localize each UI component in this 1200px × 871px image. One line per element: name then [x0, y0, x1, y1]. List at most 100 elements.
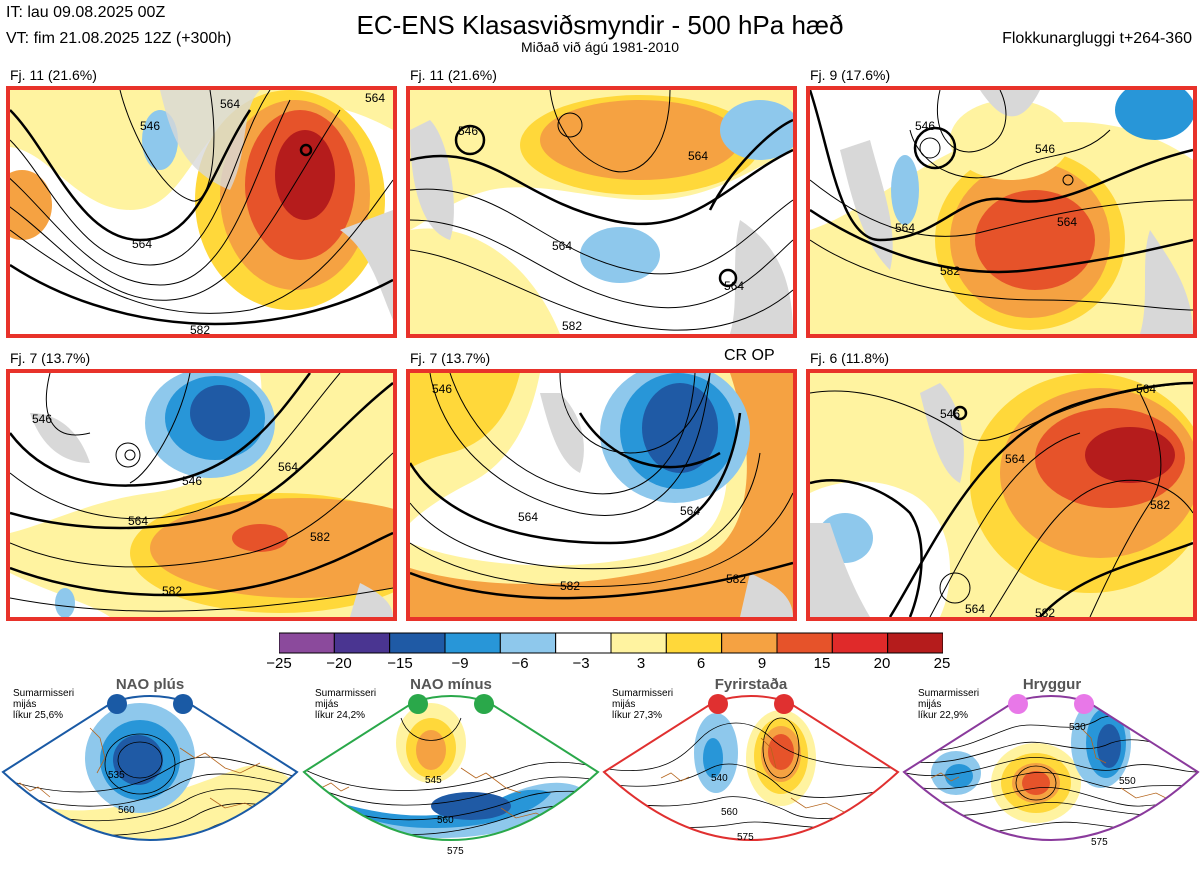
colorbar-tick: −15 — [387, 655, 413, 672]
contour-label: 564 — [680, 504, 700, 518]
regime-title-nao-plus: NAO plús — [115, 676, 185, 693]
contour-label: 546 — [940, 407, 960, 421]
regime-probability: líkur 25,6% — [13, 710, 64, 721]
colorbar-swatch — [444, 632, 501, 654]
contour-label: 560 — [721, 807, 738, 818]
panel-label-4: Fj. 7 (13.7%) — [10, 350, 91, 366]
colorbar-tick: 9 — [757, 655, 767, 672]
contour-label: 582 — [1035, 606, 1055, 617]
contour-label: 564 — [518, 510, 538, 524]
colorbar-swatch — [555, 632, 612, 654]
colorbar-tick: −3 — [572, 655, 590, 672]
regime-info-nao-minus: Sumarmisseri mijás líkur 24,2% — [315, 688, 376, 721]
contour-label: 560 — [437, 815, 454, 826]
regime-title-nao-minus: NAO mínus — [410, 676, 492, 693]
contour-label: 564 — [132, 237, 152, 251]
cluster-map-1: 546 564 564 564 582 — [6, 86, 397, 338]
contour-label: 582 — [190, 323, 210, 334]
panel-label-3: Fj. 9 (17.6%) — [810, 67, 891, 83]
regime-season: Sumarmisseri — [315, 688, 377, 699]
contour-label: 564 — [220, 97, 240, 111]
cluster-map-2: 546 564 564 564 582 — [406, 86, 797, 338]
valid-time: VT: fim 21.08.2025 12Z (+300h) — [6, 30, 232, 47]
contour-label: 546 — [915, 119, 935, 133]
regime-season: Sumarmisseri — [612, 688, 674, 699]
cluster-map-5: 546 564 564 582 582 — [406, 369, 797, 621]
colorbar-swatch — [333, 632, 391, 654]
colorbar-swatch — [279, 632, 335, 654]
contour-label: 582 — [560, 579, 580, 593]
regime-title-ridge: Hryggur — [1022, 676, 1082, 693]
contour-label: 546 — [432, 382, 452, 396]
contour-label: 564 — [688, 149, 708, 163]
regime-probability: líkur 27,3% — [612, 710, 663, 721]
cluster-map-3: 546 546 564 564 582 — [806, 86, 1197, 338]
contour-label: 582 — [1150, 498, 1170, 512]
contour-label: 582 — [940, 264, 960, 278]
init-time: IT: lau 09.08.2025 00Z — [6, 4, 166, 21]
contour-label: 564 — [365, 91, 385, 105]
colorbar-tick: 20 — [873, 655, 891, 672]
page-subtitle: Miðað við ágú 1981-2010 — [520, 39, 679, 55]
colorbar-swatch — [831, 632, 889, 654]
colorbar-swatch — [610, 632, 667, 654]
contour-label: 564 — [1005, 452, 1025, 466]
contour-label: 564 — [965, 602, 985, 616]
regime-title-blocking: Fyrirstaða — [714, 676, 788, 693]
regime-map-blocking: 540 560 575 — [602, 694, 900, 843]
contour-label: 560 — [118, 805, 135, 816]
colorbar-tick: 25 — [933, 655, 951, 672]
regime-map-nao-plus: 535 560 — [1, 694, 299, 841]
contour-label: 546 — [458, 124, 478, 138]
panel-label-1: Fj. 11 (21.6%) — [10, 67, 97, 83]
contour-label: 564 — [895, 221, 915, 235]
contour-label: 530 — [1069, 722, 1086, 733]
regime-info-blocking: Sumarmisseri mijás líkur 27,3% — [612, 688, 673, 721]
contour-label: 564 — [278, 460, 298, 474]
colorbar-tick: 15 — [813, 655, 831, 672]
cluster-map-6: 546 564 564 564 582 582 — [806, 369, 1197, 621]
contour-label: 540 — [711, 773, 728, 784]
operational-marker: CR OP — [724, 347, 775, 364]
regime-avg: mijás — [612, 699, 636, 710]
contour-label: 564 — [128, 514, 148, 528]
contour-label: 575 — [1091, 837, 1108, 848]
contour-label: 564 — [724, 279, 744, 293]
contour-label: 582 — [562, 319, 582, 333]
regime-probability: líkur 22,9% — [918, 710, 969, 721]
colorbar-swatch — [499, 632, 557, 654]
contour-label: 582 — [162, 584, 182, 598]
panel-label-2: Fj. 11 (21.6%) — [410, 67, 497, 83]
regime-avg: mijás — [918, 699, 942, 710]
colorbar-tick: −20 — [326, 655, 352, 672]
colorbar-swatch — [665, 632, 723, 654]
contour-label: 546 — [1035, 142, 1055, 156]
regime-map-nao-minus: 545 560 575 — [302, 694, 600, 857]
regime-season: Sumarmisseri — [918, 688, 980, 699]
contour-label: 564 — [1136, 382, 1156, 396]
contour-label: 575 — [447, 846, 464, 857]
colorbar-swatch — [887, 632, 943, 654]
clustering-window: Flokkunargluggi t+264-360 — [1002, 30, 1192, 47]
colorbar-tick: −25 — [266, 655, 292, 672]
contour-label: 546 — [140, 119, 160, 133]
regime-avg: mijás — [315, 699, 339, 710]
regime-avg: mijás — [13, 699, 37, 710]
colorbar-swatch — [776, 632, 833, 654]
regime-info-nao-plus: Sumarmisseri mijás líkur 25,6% — [13, 688, 74, 721]
contour-label: 564 — [1057, 215, 1077, 229]
anomaly-colorbar — [279, 632, 943, 654]
contour-label: 564 — [552, 239, 572, 253]
contour-label: 582 — [726, 572, 746, 586]
contour-label: 535 — [108, 770, 125, 781]
regime-probability: líkur 24,2% — [315, 710, 366, 721]
colorbar-tick: 6 — [696, 655, 706, 672]
colorbar-swatch — [389, 632, 446, 654]
contour-label: 575 — [737, 832, 754, 843]
contour-label: 582 — [310, 530, 330, 544]
cluster-map-4: 546 546 564 564 582 582 — [6, 369, 397, 621]
panel-label-6: Fj. 6 (11.8%) — [810, 350, 890, 366]
contour-label: 550 — [1119, 776, 1136, 787]
colorbar-swatch — [721, 632, 778, 654]
contour-label: 545 — [425, 775, 442, 786]
